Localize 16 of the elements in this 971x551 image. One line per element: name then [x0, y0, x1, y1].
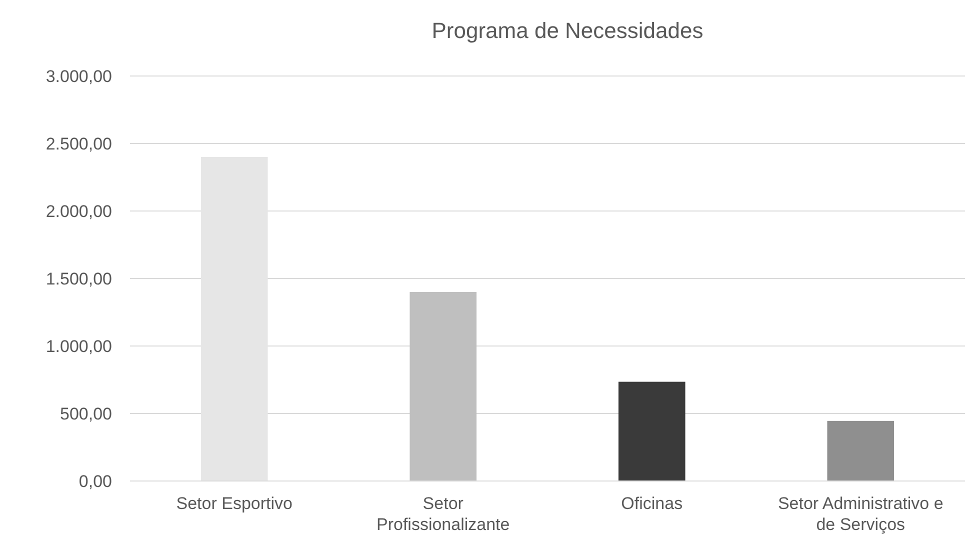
x-tick-label: Setor Administrativo e de Serviços [778, 494, 944, 534]
y-tick-label: 2.000,00 [46, 202, 112, 221]
y-tick-label: 500,00 [60, 404, 112, 424]
y-tick-label: 1.500,00 [46, 269, 112, 288]
x-tick-label: Oficinas [621, 494, 683, 513]
bar [200, 157, 268, 481]
y-tick-label: 1.000,00 [46, 336, 112, 356]
y-tick-label: 0,00 [78, 472, 112, 491]
y-tick-label: 3.000,00 [46, 66, 112, 86]
chart-title: Programa de Necessidades [432, 18, 704, 43]
bar [410, 292, 477, 481]
bar [618, 382, 686, 481]
bar [827, 420, 894, 481]
x-tick-label: Setor Profissionalizante [376, 494, 510, 534]
y-tick-label: 2.500,00 [46, 134, 112, 154]
x-tick-label: Setor Esportivo [176, 494, 292, 513]
